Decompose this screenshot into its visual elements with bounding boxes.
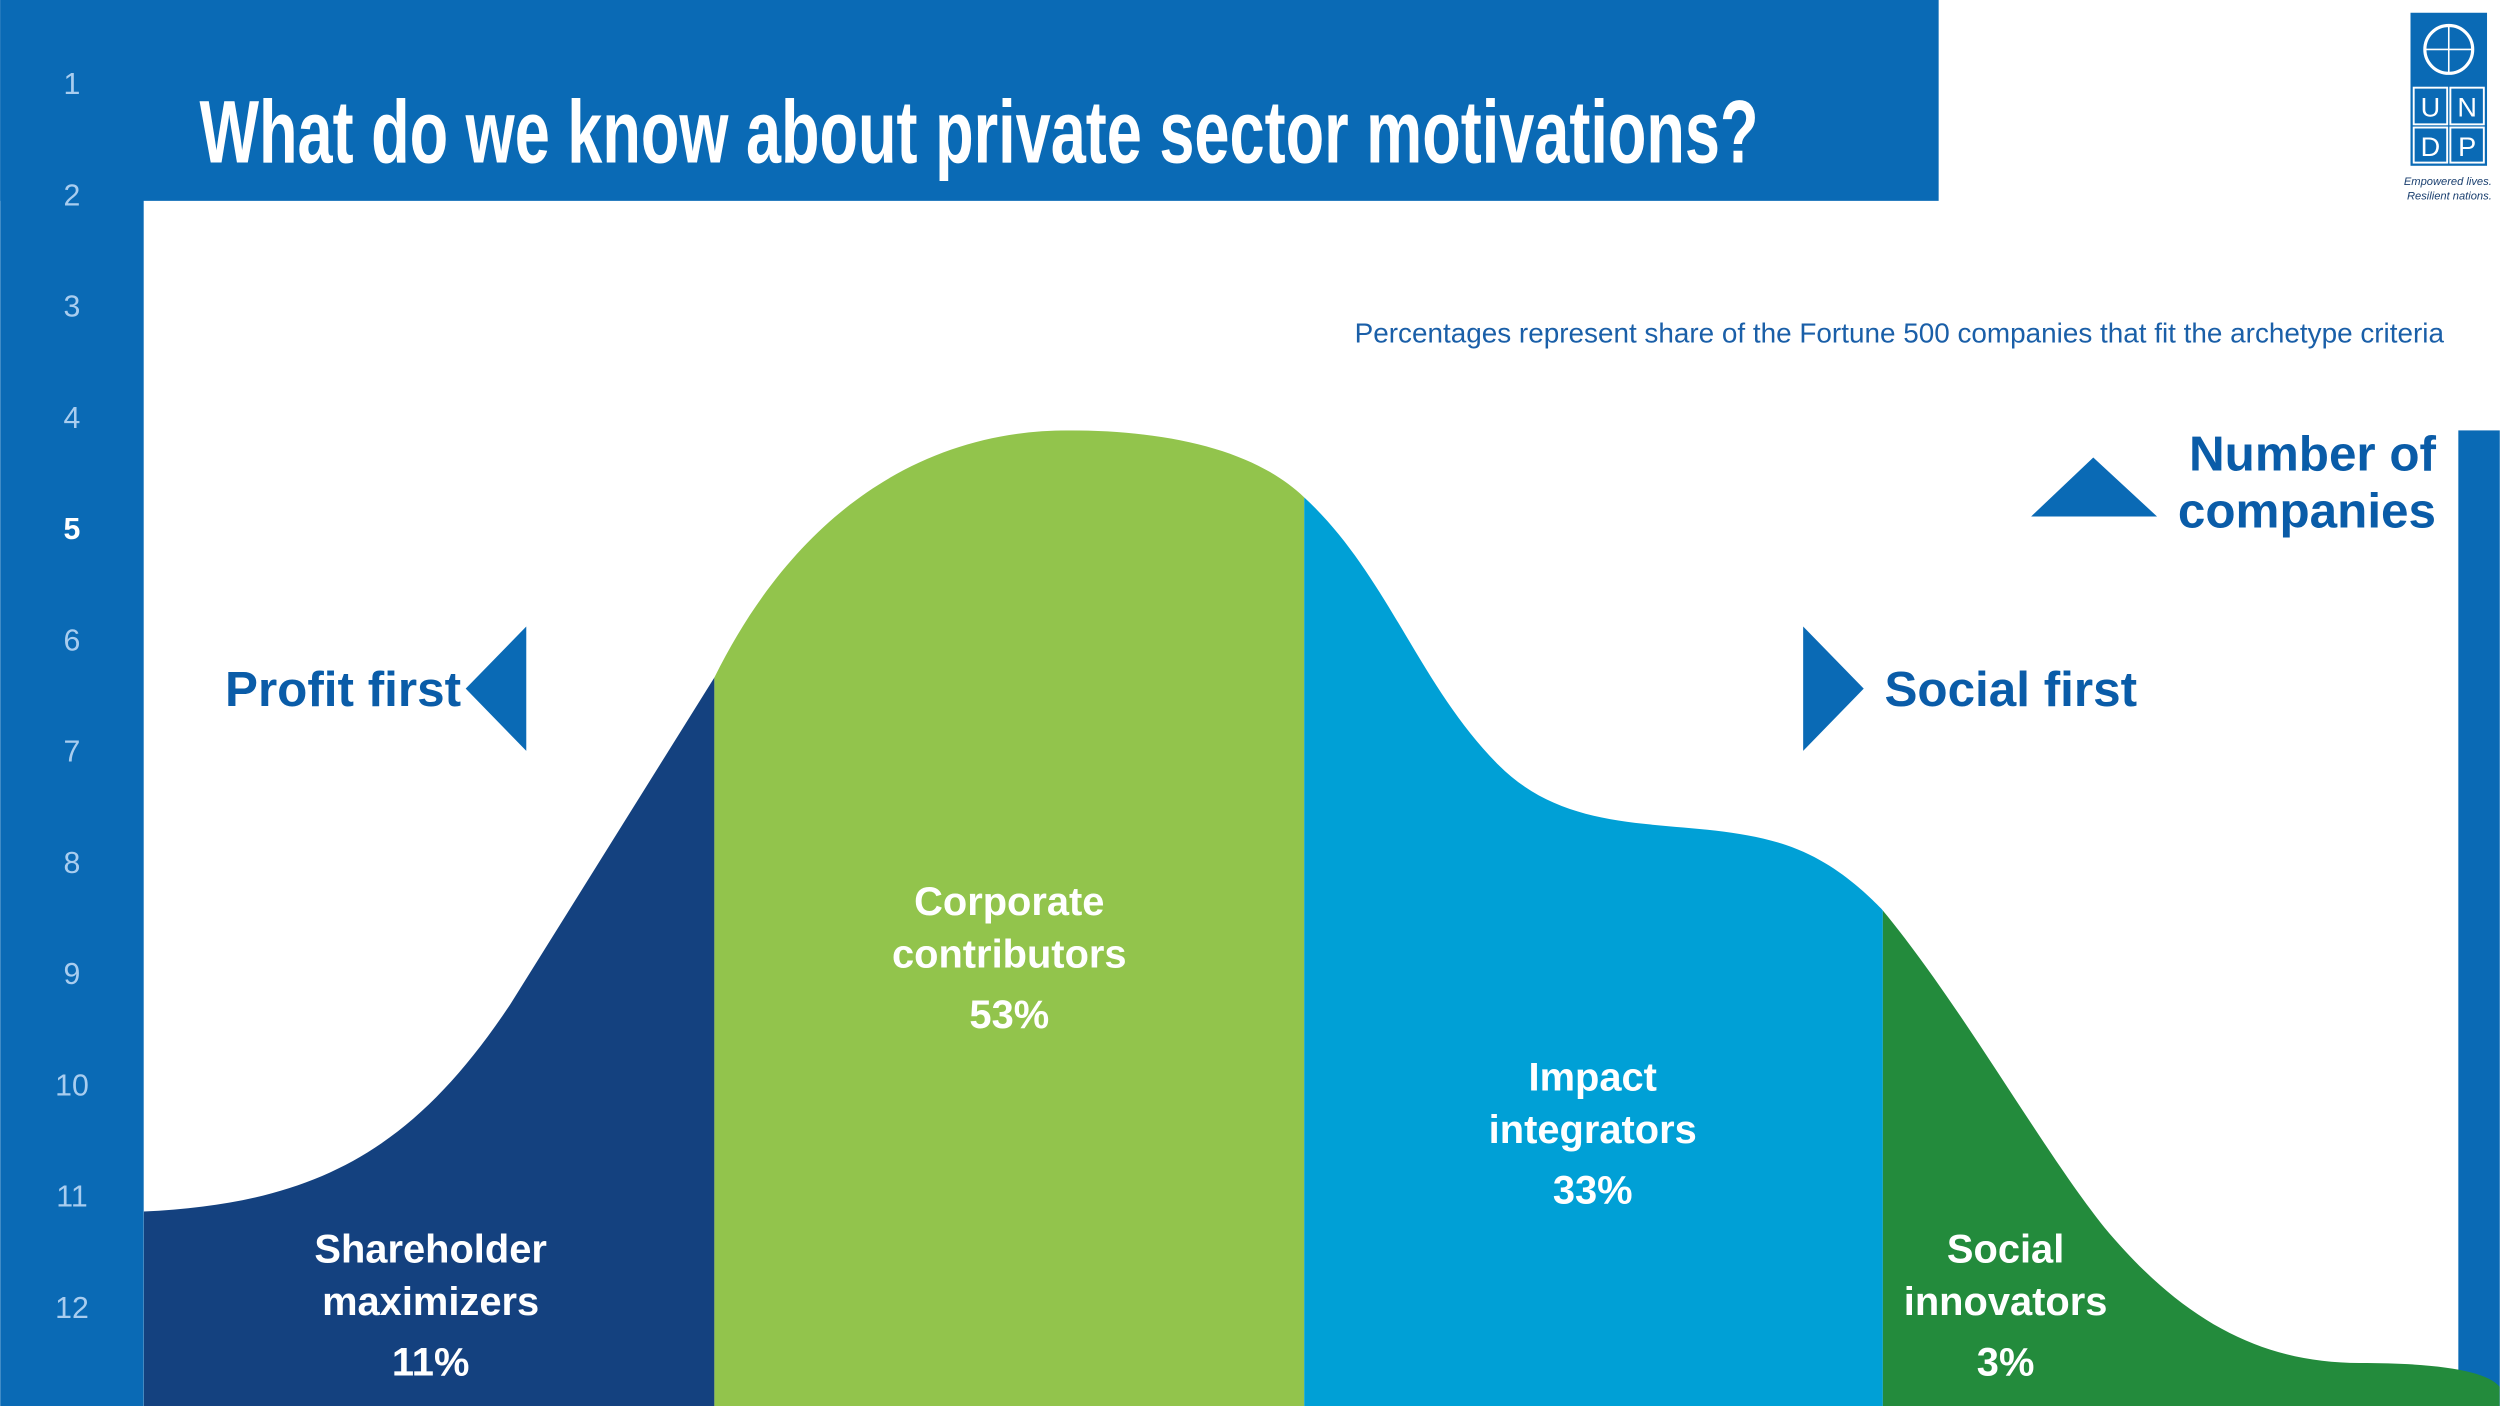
logo-cell bbox=[2412, 86, 2449, 126]
row-number: 2 bbox=[64, 179, 81, 212]
row-number: 11 bbox=[56, 1181, 87, 1214]
logo-letter: P bbox=[2458, 131, 2476, 162]
sidebar bbox=[0, 0, 144, 1406]
segment-label: Social bbox=[1947, 1228, 2064, 1272]
subtitle: Percentages represent share of the Fortu… bbox=[1355, 318, 2445, 349]
segment-share: 33% bbox=[1553, 1169, 1633, 1213]
logo-letter: N bbox=[2457, 91, 2477, 122]
row-number: 5 bbox=[64, 513, 81, 546]
segment-label: contributors bbox=[892, 933, 1127, 977]
left-arrow bbox=[465, 626, 527, 751]
row-number: 1 bbox=[64, 68, 81, 101]
segment-labels: Shareholder maximizers 11% Corporate contrib… bbox=[314, 880, 2107, 1385]
right-label: Social first bbox=[1884, 662, 2137, 717]
segment-label: Impact bbox=[1529, 1055, 1657, 1099]
row-number: 4 bbox=[64, 402, 81, 435]
right-bar bbox=[2458, 430, 2500, 1406]
segment-area bbox=[714, 430, 1305, 1406]
row-number: 12 bbox=[55, 1292, 89, 1325]
logo-cell bbox=[2449, 86, 2485, 126]
segment-label: innovators bbox=[1904, 1280, 2108, 1324]
title-banner bbox=[0, 0, 1939, 201]
left-label: Profit first bbox=[225, 662, 461, 717]
segment-area bbox=[1304, 430, 1883, 1406]
logo-cell bbox=[2449, 126, 2485, 164]
segment-share: 53% bbox=[969, 993, 1049, 1037]
segment-share: 3% bbox=[1977, 1341, 2035, 1385]
logo-letter: D bbox=[2421, 131, 2441, 162]
segment-label: integrators bbox=[1489, 1108, 1697, 1152]
right-arrow bbox=[1803, 626, 1864, 751]
logo-tagline: Resilient nations. bbox=[2407, 190, 2492, 202]
logo-tagline: Empowered lives. bbox=[2404, 176, 2492, 188]
logo: U N D P Empowered lives. Resilient natio… bbox=[2404, 12, 2492, 202]
title: What do we know about private sector mot… bbox=[199, 82, 1758, 182]
segment-label: maximizers bbox=[322, 1280, 539, 1324]
segment-share: 11% bbox=[392, 1341, 470, 1385]
axis-label: Number of bbox=[2189, 426, 2437, 481]
logo-letter: U bbox=[2421, 91, 2441, 122]
segment-label: Shareholder bbox=[314, 1228, 547, 1272]
axis-label: companies bbox=[2178, 484, 2436, 539]
row-number: 8 bbox=[64, 847, 81, 880]
logo-cell bbox=[2412, 126, 2449, 164]
segment-label: Corporate bbox=[914, 880, 1104, 924]
up-arrow bbox=[2031, 457, 2158, 517]
row-number: 6 bbox=[64, 624, 81, 657]
row-number: 10 bbox=[55, 1069, 89, 1102]
row-number: 7 bbox=[64, 736, 81, 769]
row-number: 9 bbox=[64, 958, 81, 991]
row-number: 3 bbox=[64, 291, 81, 324]
